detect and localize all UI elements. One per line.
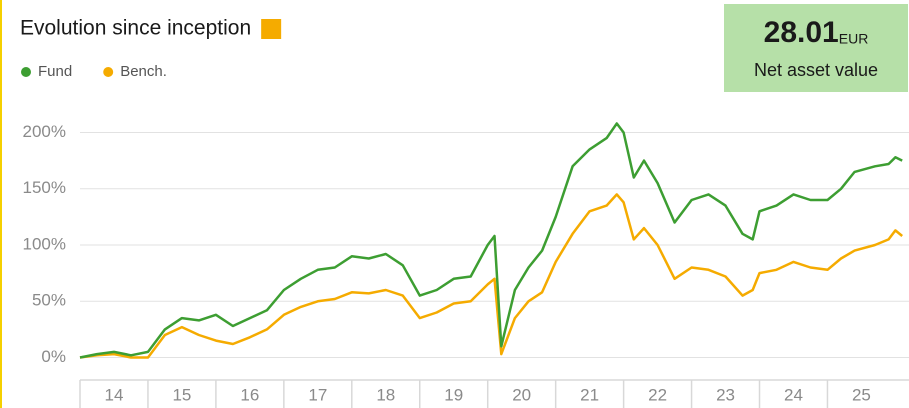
x-tick-label: 18 [376, 385, 395, 404]
x-tick-label: 23 [716, 385, 735, 404]
nav-box [724, 4, 908, 92]
x-tick-label: 15 [172, 385, 191, 404]
series-line [79, 122, 903, 359]
x-tick-label: 19 [444, 385, 463, 404]
nav-label: Net asset value [754, 60, 878, 80]
y-tick-label: 150% [23, 178, 66, 197]
title-icon [261, 19, 282, 39]
x-tick-label: 25 [852, 385, 871, 404]
nav-unit: EUR [839, 31, 869, 47]
y-tick-label: 50% [32, 291, 66, 310]
y-tick-label: 0% [41, 347, 66, 366]
x-tick-label: 20 [512, 385, 531, 404]
series-line [79, 193, 903, 359]
x-tick-label: 14 [105, 385, 124, 404]
x-tick-label: 24 [784, 385, 803, 404]
x-tick-label: 16 [240, 385, 259, 404]
legend-label: Bench. [120, 63, 167, 80]
y-tick-label: 200% [23, 122, 66, 141]
legend-marker [21, 67, 31, 77]
page-border [0, 0, 2, 408]
nav-value: 28.01 [764, 16, 839, 49]
legend-label: Fund [38, 63, 72, 80]
x-tick-label: 17 [308, 385, 327, 404]
x-tick-label: 22 [648, 385, 667, 404]
y-tick-label: 100% [23, 234, 66, 253]
chart-title: Evolution since inception [20, 17, 251, 40]
legend-marker [103, 67, 114, 77]
x-tick-label: 21 [580, 385, 599, 404]
